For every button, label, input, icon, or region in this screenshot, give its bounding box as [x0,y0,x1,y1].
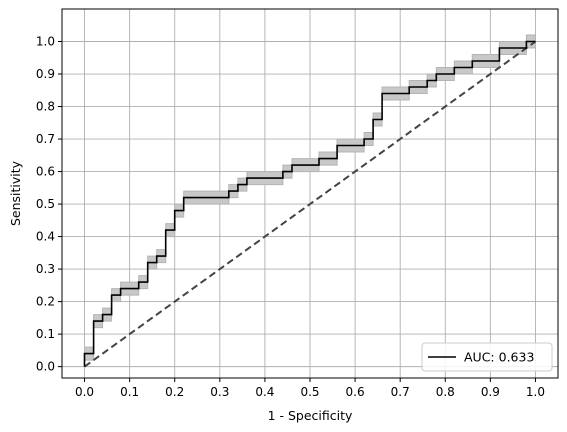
x-tick-label: 0.7 [391,385,410,399]
confidence-band-area [84,34,536,367]
y-tick-label: 0.2 [36,295,55,309]
legend-box [421,342,553,372]
confidence-band [84,34,536,367]
y-tick-label: 0.1 [36,327,55,341]
legend-entry-label: AUC: 0.633 [464,350,534,365]
x-tick-label: 0.2 [165,385,184,399]
x-tick-label: 0.3 [210,385,229,399]
x-tick-label: 0.9 [481,385,500,399]
x-tick-label: 0.8 [436,385,455,399]
legend: AUC: 0.633 [421,342,553,372]
y-tick-label: 0.9 [36,67,55,81]
chance-diagonal-line [83,40,537,368]
y-ticks: 0.0 0.1 0.2 0.3 0.4 0.5 0.6 0.7 0.8 0.9 1.0 [36,35,62,374]
x-axis-label: 1 - Specificity [268,408,353,423]
roc-curves [83,40,536,367]
x-tick-label: 1.0 [526,385,545,399]
y-tick-label: 0.0 [36,360,55,374]
y-tick-label: 0.6 [36,165,55,179]
y-tick-label: 1.0 [36,35,55,49]
x-tick-label: 0.4 [255,385,274,399]
y-tick-label: 0.4 [36,230,55,244]
x-tick-label: 0.5 [300,385,319,399]
x-tick-label: 0.6 [346,385,365,399]
y-tick-label: 0.5 [36,197,55,211]
y-tick-label: 0.7 [36,132,55,146]
x-tick-label: 0.0 [75,385,94,399]
y-axis-label: Sensitivity [8,160,23,226]
x-ticks: 0.0 0.1 0.2 0.3 0.4 0.5 0.6 0.7 0.8 0.9 1.0 [75,378,545,399]
x-tick-label: 0.1 [120,385,139,399]
y-tick-label: 0.3 [36,262,55,276]
chance-reference-line [83,40,537,368]
roc-curve-line [83,40,536,367]
y-tick-label: 0.8 [36,100,55,114]
